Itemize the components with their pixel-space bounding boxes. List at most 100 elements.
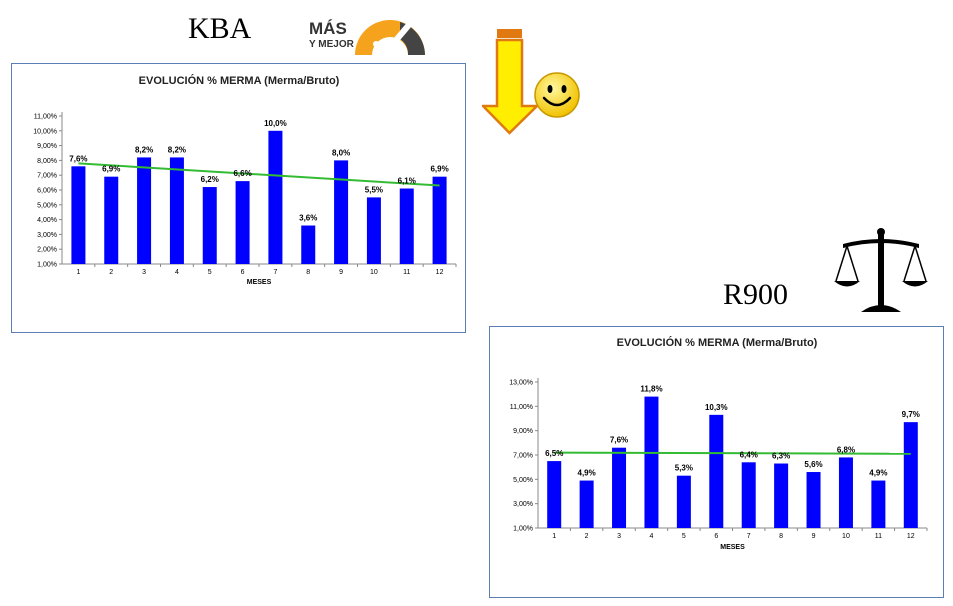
r900-bar	[612, 447, 627, 528]
r900-chart-title: EVOLUCIÓN % MERMA (Merma/Bruto)	[617, 336, 818, 349]
kba-chart-title: EVOLUCIÓN % MERMA (Merma/Bruto)	[139, 74, 340, 87]
kba-y-tick-label: 8,00%	[37, 158, 57, 165]
kba-data-label: 6,9%	[102, 165, 120, 174]
kba-data-label: 6,9%	[430, 165, 448, 174]
kba-x-tick-label: 3	[142, 269, 146, 276]
kba-data-label: 8,2%	[135, 145, 153, 154]
kba-y-tick-label: 5,00%	[37, 202, 57, 209]
kba-data-label: 6,1%	[398, 177, 416, 186]
r900-data-label: 11,8%	[640, 385, 662, 394]
kba-y-tick-label: 10,00%	[33, 128, 57, 135]
r900-bar	[547, 461, 562, 528]
kba-bar	[235, 181, 250, 264]
r900-y-tick-label: 7,00%	[513, 453, 533, 460]
r900-x-tick-label: 11	[875, 533, 882, 540]
r900-data-label: 6,8%	[837, 445, 855, 454]
r900-bar	[838, 457, 853, 528]
r900-x-axis-title: MESES	[720, 544, 745, 551]
r900-y-tick-label: 11,00%	[510, 404, 533, 411]
kba-bar	[432, 176, 447, 264]
kba-data-label: 7,6%	[69, 154, 87, 163]
kba-data-label: 6,2%	[201, 175, 219, 184]
kba-x-tick-label: 2	[109, 269, 113, 276]
r900-data-label: 10,3%	[705, 403, 728, 412]
r900-data-label: 4,9%	[578, 469, 596, 478]
badge-line1: MÁS	[309, 19, 347, 38]
kba-x-tick-label: 12	[436, 269, 444, 276]
kba-x-tick-label: 10	[370, 269, 378, 276]
r900-bar	[579, 480, 594, 528]
kba-x-tick-label: 9	[339, 269, 343, 276]
kba-bar	[71, 166, 86, 264]
r900-bar	[676, 475, 691, 528]
r900-x-tick-label: 7	[747, 533, 751, 540]
kba-x-tick-label: 4	[175, 269, 179, 276]
kba-x-tick-label: 11	[403, 269, 410, 276]
badge-line2: Y MEJOR	[309, 39, 354, 50]
kba-y-tick-label: 4,00%	[37, 217, 57, 224]
kba-x-tick-label: 7	[273, 269, 277, 276]
kba-bar	[334, 160, 349, 264]
r900-y-tick-label: 3,00%	[513, 501, 533, 508]
kba-chart: EVOLUCIÓN % MERMA (Merma/Bruto) 1,00% 2,00…	[11, 63, 466, 333]
down-arrow-icon	[482, 29, 541, 135]
r900-bar	[871, 480, 886, 528]
r900-x-tick-label: 6	[714, 533, 718, 540]
gauge-icon	[355, 20, 425, 57]
r900-bar	[644, 396, 659, 528]
r900-bar	[709, 414, 724, 528]
r900-data-label: 6,3%	[772, 452, 790, 461]
kba-x-tick-label: 6	[241, 269, 245, 276]
r900-y-tick-label: 5,00%	[513, 477, 533, 484]
kba-y-tick-label: 2,00%	[37, 247, 57, 254]
r900-x-tick-label: 8	[779, 533, 783, 540]
kba-x-tick-label: 1	[76, 269, 80, 276]
kba-y-tick-label: 6,00%	[37, 188, 57, 195]
kba-data-label: 6,6%	[233, 169, 251, 178]
kba-data-label: 8,0%	[332, 148, 350, 157]
kba-x-axis-title: MESES	[247, 279, 272, 286]
kba-x-tick-label: 8	[306, 269, 310, 276]
r900-bar	[774, 463, 789, 528]
kba-data-label: 5,5%	[365, 185, 383, 194]
kba-trendline	[78, 162, 440, 187]
r900-bar	[806, 472, 821, 528]
kba-y-tick-label: 1,00%	[37, 262, 57, 269]
r900-data-label: 6,5%	[545, 449, 563, 458]
r900-chart: EVOLUCIÓN % MERMA (Merma/Bruto) 1,00% 3,00…	[489, 326, 944, 598]
kba-bar	[399, 188, 414, 264]
r900-chart-svg: EVOLUCIÓN % MERMA (Merma/Bruto) 1,00% 3,00…	[509, 336, 928, 551]
r900-y-tick-label: 1,00%	[513, 526, 533, 533]
kba-bar	[104, 176, 119, 264]
r900-data-label: 6,4%	[740, 450, 758, 459]
r900-y-tick-label: 13,00%	[509, 380, 533, 387]
kba-data-label: 8,2%	[168, 145, 186, 154]
smiley-icon	[534, 72, 580, 118]
r900-x-tick-label: 4	[650, 533, 654, 540]
kba-y-tick-label: 11,00%	[34, 114, 57, 121]
kba-data-label: 10,0%	[264, 119, 287, 128]
r900-x-tick-label: 1	[552, 533, 556, 540]
r900-bar	[903, 422, 918, 528]
r900-x-tick-label: 12	[907, 533, 915, 540]
kba-x-tick-label: 5	[208, 269, 212, 276]
r900-x-tick-label: 3	[617, 533, 621, 540]
kba-bar	[366, 197, 381, 264]
kba-bar	[202, 187, 217, 264]
r900-label: R900	[723, 278, 789, 311]
r900-y-tick-label: 9,00%	[513, 428, 533, 435]
r900-bar	[741, 462, 756, 528]
kba-y-tick-label: 3,00%	[37, 232, 57, 239]
kba-bar	[301, 225, 316, 264]
kba-y-tick-label: 7,00%	[37, 173, 57, 180]
kba-bar	[169, 157, 184, 264]
r900-x-tick-label: 10	[842, 533, 850, 540]
mas-y-mejor-badge: MÁS Y MEJOR	[305, 12, 430, 57]
kba-chart-svg: EVOLUCIÓN % MERMA (Merma/Bruto) 1,00% 2,00…	[33, 74, 457, 286]
r900-data-label: 4,9%	[869, 469, 887, 478]
r900-data-label: 7,6%	[610, 436, 628, 445]
balance-scale-icon	[834, 228, 928, 312]
kba-bar	[268, 130, 283, 264]
r900-x-tick-label: 9	[812, 533, 816, 540]
kba-data-label: 3,6%	[299, 214, 317, 223]
